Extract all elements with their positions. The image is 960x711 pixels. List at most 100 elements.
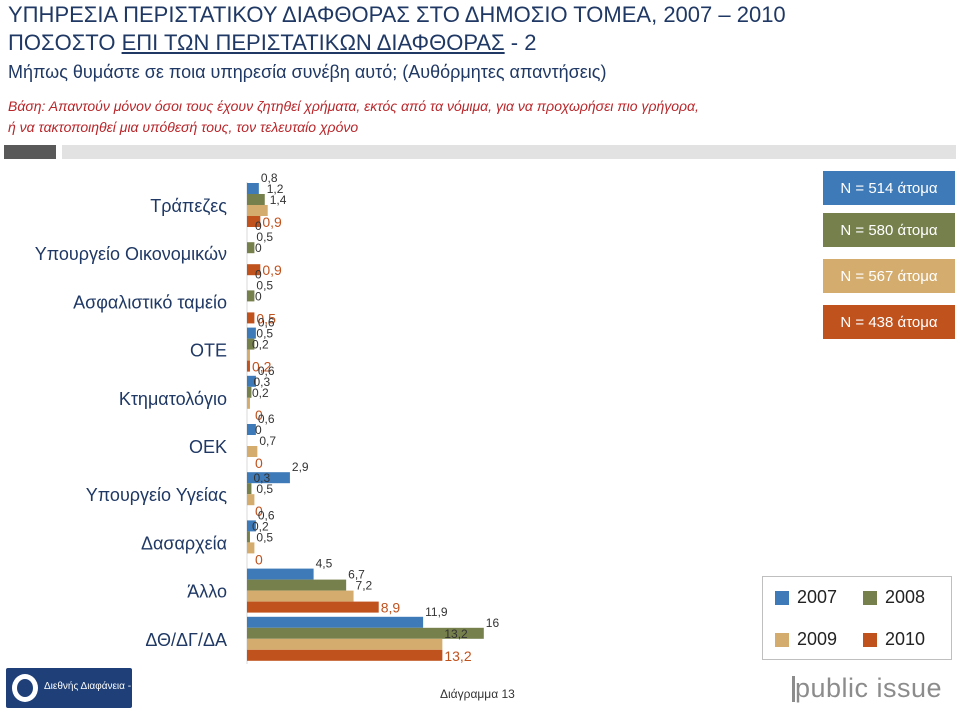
data-label-2008: 1,2	[267, 182, 284, 196]
data-label-2007: 2,9	[292, 460, 309, 474]
divider-dark	[4, 145, 56, 159]
data-label-2010: 0,9	[262, 214, 282, 230]
data-label-2010: 0	[255, 455, 263, 471]
category-label: Τράπεζες	[150, 196, 227, 216]
data-label-2008: 0	[255, 423, 262, 437]
bar-2009	[247, 494, 255, 506]
legend-label-2008: 2008	[885, 587, 926, 607]
data-label-2010: 0,5	[256, 310, 276, 326]
bar-2007	[247, 568, 314, 580]
data-label-2008: 0,3	[253, 471, 270, 485]
data-label-2007: 0	[255, 219, 262, 233]
data-label-2009: 1,4	[270, 193, 287, 207]
bar-2008	[247, 338, 255, 350]
legend-label-2009: 2009	[797, 629, 838, 649]
data-label-2010: 0	[255, 503, 263, 519]
bar-2009	[247, 590, 354, 602]
bar-2008	[247, 627, 484, 639]
bar-2009	[247, 205, 268, 216]
base-note-line2: ή να τακτοποιηθεί μια υπόθεσή τους, τον …	[8, 119, 359, 135]
data-label-2008: 0,5	[256, 230, 273, 244]
category-label: Ασφαλιστικό ταμείο	[73, 292, 227, 312]
chart-legend: 2007 2008 2009 2010	[762, 576, 952, 660]
legend-item-2008: 2008	[863, 587, 925, 608]
legend-label-2007: 2007	[797, 587, 838, 607]
bar-2007	[247, 375, 256, 387]
data-label-2010: 0	[255, 551, 263, 567]
base-note: Βάση: Απαντούν μόνον όσοι τους έχουν ζητ…	[8, 96, 699, 138]
subtitle-underlined: ΕΠΙ ΤΩΝ ΠΕΡΙΣΤΑΤΙΚΩΝ ΔΙΑΦΘΟΡΑΣ	[121, 30, 505, 55]
logo-text: Διεθνής Διαφάνεια - Ελλάς	[44, 681, 161, 692]
bar-2009	[247, 638, 443, 650]
category-label: Δασαρχεία	[141, 533, 227, 553]
page-title: ΥΠΗΡΕΣΙΑ ΠΕΡΙΣΤΑΤΙΚΟΥ ΔΙΑΦΘΟΡΑΣ ΣΤΟ ΔΗΜΟ…	[8, 2, 786, 27]
data-label-2009: 0,2	[252, 386, 269, 400]
legend-swatch-2010	[863, 632, 877, 647]
bar-2010	[247, 216, 261, 227]
bar-2008	[247, 386, 252, 398]
data-label-2010: 13,2	[444, 648, 471, 664]
n-box-2008: N = 580 άτομα	[822, 212, 956, 248]
data-label-2009: 0,7	[259, 434, 276, 448]
bar-2008	[247, 483, 252, 495]
data-label-2009: 0	[255, 241, 262, 255]
data-label-2009: 0,2	[252, 338, 269, 352]
bar-2009	[247, 397, 250, 409]
bar-2007	[247, 183, 259, 194]
bar-2010	[247, 360, 250, 372]
bar-2008	[247, 290, 255, 302]
n-box-2010: N = 438 άτομα	[822, 304, 956, 340]
data-label-2007: 0,6	[258, 508, 275, 522]
data-label-2007: 4,5	[316, 557, 333, 571]
data-label-2007: 0,6	[258, 412, 275, 426]
data-label-2008: 0,3	[253, 375, 270, 389]
bar-2007	[247, 472, 290, 484]
n-box-2009: N = 567 άτομα	[822, 258, 956, 294]
bar-2008	[247, 242, 255, 254]
n-box-2007: N = 514 άτομα	[822, 170, 956, 206]
legend-swatch-2007	[775, 590, 789, 605]
category-label: Κτηματολόγιο	[119, 389, 227, 409]
bar-2007	[247, 520, 256, 532]
subtitle-suffix: - 2	[504, 30, 537, 55]
legend-swatch-2008	[863, 590, 877, 605]
bar-2009	[247, 446, 258, 457]
category-label: Υπουργείο Οικονομικών	[35, 244, 227, 264]
data-label-2008: 16	[486, 616, 500, 630]
bar-2010	[247, 649, 443, 661]
brand-logo: public issue	[795, 673, 943, 703]
category-label: ΟΤΕ	[190, 341, 227, 361]
data-label-2008: 6,7	[348, 568, 365, 582]
logo-emblem-inner	[17, 679, 33, 697]
legend-item-2007: 2007	[775, 587, 837, 608]
bar-2008	[247, 579, 347, 591]
bar-2010	[247, 312, 255, 324]
bar-2010	[247, 601, 379, 613]
diagram-label: Διάγραμμα 13	[440, 687, 515, 701]
bar-2007	[247, 327, 256, 339]
data-label-2010: 0,9	[262, 262, 282, 278]
data-label-2007: 0	[255, 267, 262, 281]
bar-2010	[247, 264, 261, 276]
data-label-2009: 7,2	[356, 579, 373, 593]
legend-item-2010: 2010	[863, 629, 925, 650]
category-label: Υπουργείο Υγείας	[86, 485, 228, 505]
legend-item-2009: 2009	[775, 629, 837, 650]
data-label-2009: 0,5	[256, 530, 273, 544]
data-label-2007: 0,6	[258, 364, 275, 378]
data-label-2007: 11,9	[425, 605, 448, 619]
data-label-2009: 13,2	[444, 627, 468, 641]
data-label-2010: 0	[255, 407, 263, 423]
data-label-2010: 8,9	[381, 600, 401, 616]
category-label: ΔΘ/ΔΓ/ΔΑ	[145, 630, 227, 650]
bar-2009	[247, 542, 255, 554]
page-subtitle: ΠΟΣΟΣΤΟ ΕΠΙ ΤΩΝ ΠΕΡΙΣΤΑΤΙΚΩΝ ΔΙΑΦΘΟΡΑΣ -…	[8, 30, 536, 56]
divider-light	[62, 145, 956, 159]
brand-mark	[792, 676, 795, 702]
data-label-2007: 0,6	[258, 316, 275, 330]
data-label-2008: 0,2	[252, 519, 269, 533]
data-label-2009: 0,5	[256, 482, 273, 496]
bar-2008	[247, 194, 265, 205]
legend-swatch-2009	[775, 632, 789, 647]
